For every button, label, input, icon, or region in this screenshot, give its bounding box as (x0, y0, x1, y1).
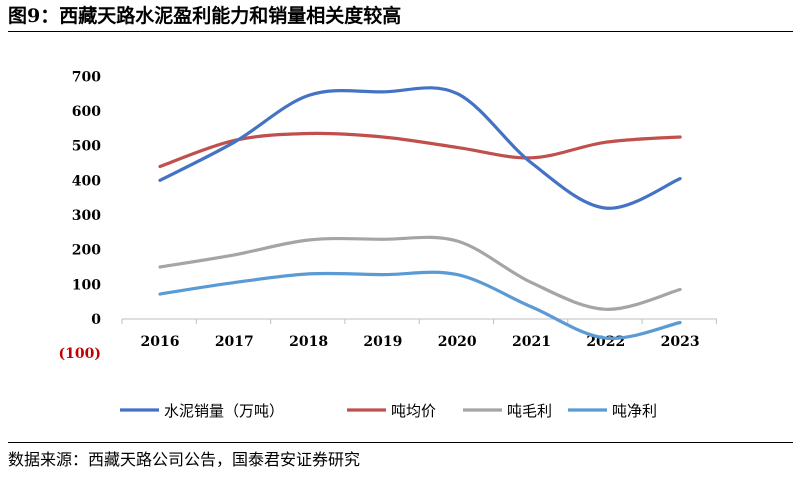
y-tick-label: 500 (72, 139, 101, 155)
y-tick-label: (100) (59, 346, 101, 362)
legend-label: 吨毛利 (507, 402, 552, 420)
x-tick-label: 2023 (661, 334, 700, 350)
legend-label: 吨均价 (391, 402, 436, 420)
chart-title: 图9：西藏天路水泥盈利能力和销量相关度较高 (8, 5, 402, 27)
series-line (158, 270, 682, 340)
title-rule (8, 31, 793, 32)
x-tick-label: 2019 (363, 334, 402, 350)
legend-label: 吨净利 (612, 402, 657, 420)
y-tick-label: 600 (72, 104, 101, 120)
x-tick-label: 2016 (141, 334, 180, 350)
x-tick-label: 2018 (289, 334, 328, 350)
y-tick-label: 300 (72, 208, 101, 224)
y-tick-label: 100 (72, 277, 101, 293)
x-tick-label: 2021 (512, 334, 551, 350)
y-tick-label: 200 (72, 243, 101, 259)
y-tick-label: 0 (91, 312, 101, 328)
series-line (158, 235, 682, 311)
y-tick-label: 400 (72, 173, 101, 189)
legend-label: 水泥销量（万吨） (164, 402, 284, 420)
x-tick-label: 2017 (215, 334, 254, 350)
series-line (158, 86, 682, 210)
x-tick-label: 2020 (438, 334, 477, 350)
source-note: 数据来源：西藏天路公司公告，国泰君安证券研究 (8, 450, 361, 469)
y-tick-label: 700 (72, 69, 101, 85)
source-rule (8, 442, 793, 443)
